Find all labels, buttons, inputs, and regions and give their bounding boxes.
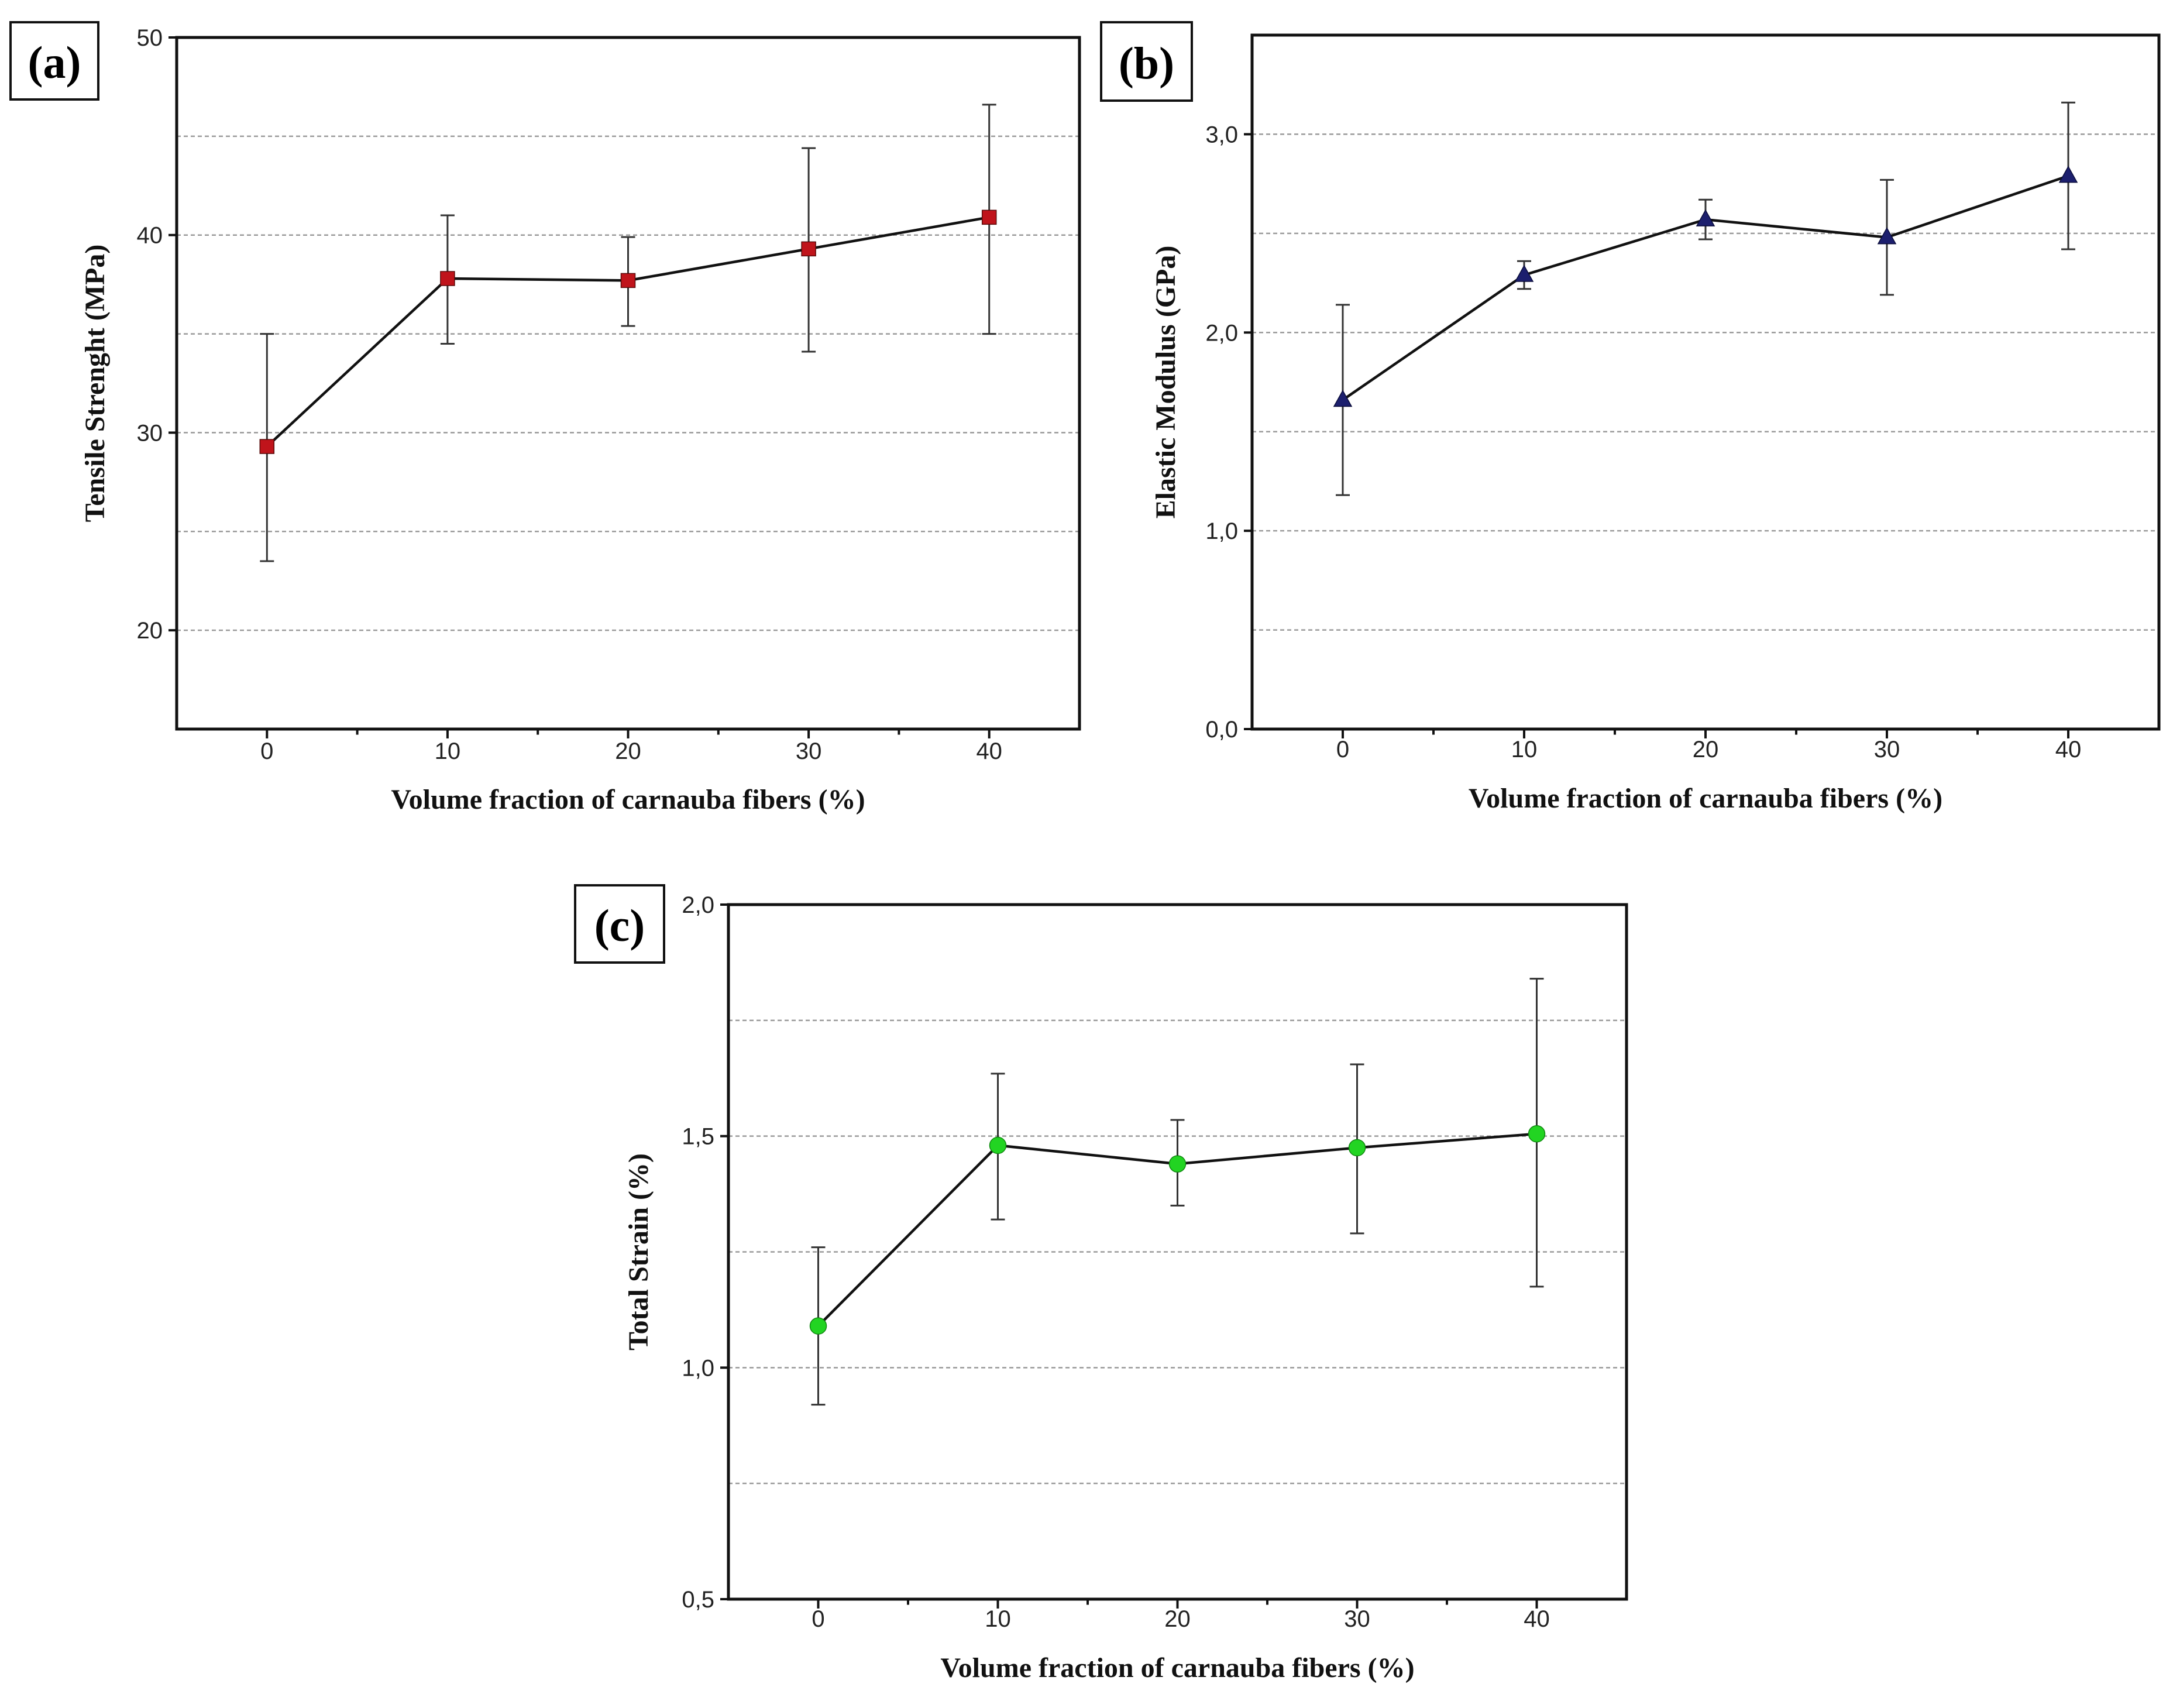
- x-tick-label: 40: [1524, 1606, 1550, 1632]
- y-tick-label: 1,0: [1205, 518, 1238, 544]
- y-axis-title: Elastic Modulus (GPa): [1150, 246, 1181, 519]
- y-tick-label: 30: [137, 420, 163, 446]
- x-tick-label: 10: [985, 1606, 1011, 1632]
- x-axis-title: Volume fraction of carnauba fibers (%): [940, 1652, 1414, 1683]
- x-tick-label: 30: [1874, 737, 1900, 762]
- x-tick-label: 0: [812, 1606, 824, 1632]
- x-axis-title: Volume fraction of carnauba fibers (%): [1469, 783, 1942, 814]
- y-axis-title: Total Strain (%): [623, 1153, 654, 1350]
- x-tick-label: 40: [976, 738, 1002, 764]
- x-tick-label: 0: [1336, 737, 1349, 762]
- y-tick-label: 40: [137, 223, 163, 249]
- x-axis-title: Volume fraction of carnauba fibers (%): [391, 784, 865, 815]
- data-point: [1528, 1125, 1546, 1143]
- data-point: [620, 273, 636, 288]
- data-point: [809, 1317, 827, 1335]
- panel-label-box: [1100, 21, 1193, 102]
- y-tick-label: 0,0: [1205, 717, 1238, 743]
- panel-label: (c): [594, 900, 645, 951]
- data-point: [1514, 264, 1534, 282]
- y-tick-label: 3,0: [1205, 122, 1238, 147]
- panel-label-box: [574, 884, 665, 964]
- data-point: [1877, 227, 1897, 245]
- y-tick-label: 50: [137, 25, 163, 51]
- data-point: [1168, 1155, 1187, 1173]
- x-tick-label: 20: [1693, 737, 1719, 762]
- x-tick-label: 10: [435, 738, 461, 764]
- y-tick-label: 1,0: [682, 1355, 714, 1381]
- x-tick-label: 20: [1164, 1606, 1191, 1632]
- x-tick-label: 20: [615, 738, 641, 764]
- y-tick-label: 20: [137, 618, 163, 644]
- panel-label: (b): [1119, 37, 1174, 88]
- x-tick-label: 30: [1344, 1606, 1370, 1632]
- data-point: [1696, 209, 1715, 226]
- data-point: [440, 271, 455, 286]
- chart-panel-c: 0,5 1,0 1,5 2,0 0 10 20 30 40 Volume fraction of …: [574, 884, 1628, 1683]
- x-tick-label: 40: [2055, 737, 2082, 762]
- plot-frame: [1250, 33, 2161, 731]
- x-tick-label: 30: [796, 738, 822, 764]
- x-tick-label: 0: [260, 738, 273, 764]
- y-tick-label: 1,5: [682, 1124, 714, 1150]
- data-point: [1333, 389, 1353, 407]
- chart-panel-a: 20 30 40 50 0 10 20 30 40 Volume fraction of carn…: [9, 21, 1081, 815]
- y-tick-label: 2,0: [1205, 320, 1238, 346]
- data-point: [1348, 1139, 1366, 1157]
- data-point: [989, 1136, 1007, 1154]
- y-tick-label: 0,5: [682, 1587, 714, 1613]
- panel-label-box: [9, 21, 99, 101]
- data-point: [801, 241, 816, 257]
- data-point: [2058, 166, 2078, 183]
- data-point: [981, 209, 997, 225]
- plot-frame: [175, 36, 1081, 731]
- chart-panel-b: 0,0 1,0 2,0 3,0 0 10 20 30 40 Volume fraction of …: [1100, 21, 2161, 814]
- y-axis-title: Tensile Strenght (MPa): [80, 245, 111, 523]
- x-tick-label: 10: [1511, 737, 1538, 762]
- y-tick-label: 2,0: [682, 892, 714, 918]
- panel-label: (a): [28, 37, 81, 88]
- data-point: [259, 439, 275, 454]
